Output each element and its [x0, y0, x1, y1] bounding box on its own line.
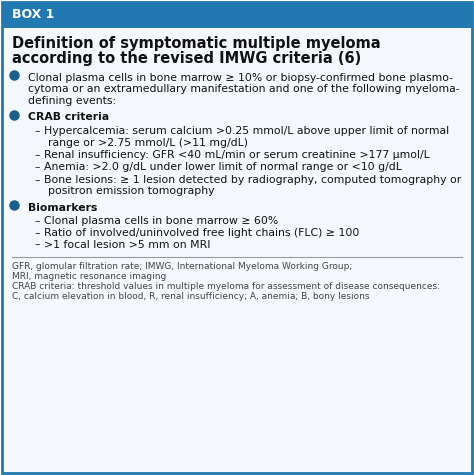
Text: cytoma or an extramedullary manifestation and one of the following myeloma-: cytoma or an extramedullary manifestatio… [28, 85, 460, 95]
Text: Hypercalcemia: serum calcium >0.25 mmol/L above upper limit of normal: Hypercalcemia: serum calcium >0.25 mmol/… [44, 126, 449, 136]
Text: positron emission tomography: positron emission tomography [48, 187, 215, 197]
Text: Clonal plasma cells in bone marrow ≥ 60%: Clonal plasma cells in bone marrow ≥ 60% [44, 217, 278, 227]
Text: –: – [34, 162, 39, 172]
Text: –: – [34, 239, 39, 249]
Text: –: – [34, 126, 39, 136]
Text: Ratio of involved/uninvolved free light chains (FLC) ≥ 100: Ratio of involved/uninvolved free light … [44, 228, 359, 238]
Bar [2, 2, 472, 28]
Text: defining events:: defining events: [28, 96, 116, 106]
Text: C, calcium elevation in blood, R, renal insufficiency; A, anemia; B, bony lesion: C, calcium elevation in blood, R, renal … [12, 292, 370, 301]
Text: CRAB criteria: threshold values in multiple myeloma for assessment of disease co: CRAB criteria: threshold values in multi… [12, 282, 440, 291]
Text: Clonal plasma cells in bone marrow ≥ 10% or biopsy-confirmed bone plasmo-: Clonal plasma cells in bone marrow ≥ 10%… [28, 73, 453, 83]
Text: Bone lesions: ≥ 1 lesion detected by radiography, computed tomography or: Bone lesions: ≥ 1 lesion detected by rad… [44, 175, 461, 185]
Text: according to the revised IMWG criteria (6): according to the revised IMWG criteria (… [12, 51, 361, 66]
Text: BOX 1: BOX 1 [12, 9, 55, 21]
Text: –: – [34, 217, 39, 227]
Text: Definition of symptomatic multiple myeloma: Definition of symptomatic multiple myelo… [12, 36, 381, 51]
Text: –: – [34, 228, 39, 238]
Text: range or >2.75 mmol/L (>11 mg/dL): range or >2.75 mmol/L (>11 mg/dL) [48, 137, 248, 148]
Text: GFR, glomular filtration rate; IMWG, International Myeloma Working Group;: GFR, glomular filtration rate; IMWG, Int… [12, 262, 352, 271]
Text: –: – [34, 150, 39, 160]
Text: MRI, magnetic resonance imaging: MRI, magnetic resonance imaging [12, 272, 166, 281]
Text: Renal insufficiency: GFR <40 mL/min or serum creatinine >177 μmol/L: Renal insufficiency: GFR <40 mL/min or s… [44, 150, 430, 160]
Text: CRAB criteria: CRAB criteria [28, 113, 109, 123]
Text: Anemia: >2.0 g/dL under lower limit of normal range or <10 g/dL: Anemia: >2.0 g/dL under lower limit of n… [44, 162, 402, 172]
Text: >1 focal lesion >5 mm on MRI: >1 focal lesion >5 mm on MRI [44, 239, 210, 249]
Text: –: – [34, 175, 39, 185]
Text: Biomarkers: Biomarkers [28, 203, 97, 213]
